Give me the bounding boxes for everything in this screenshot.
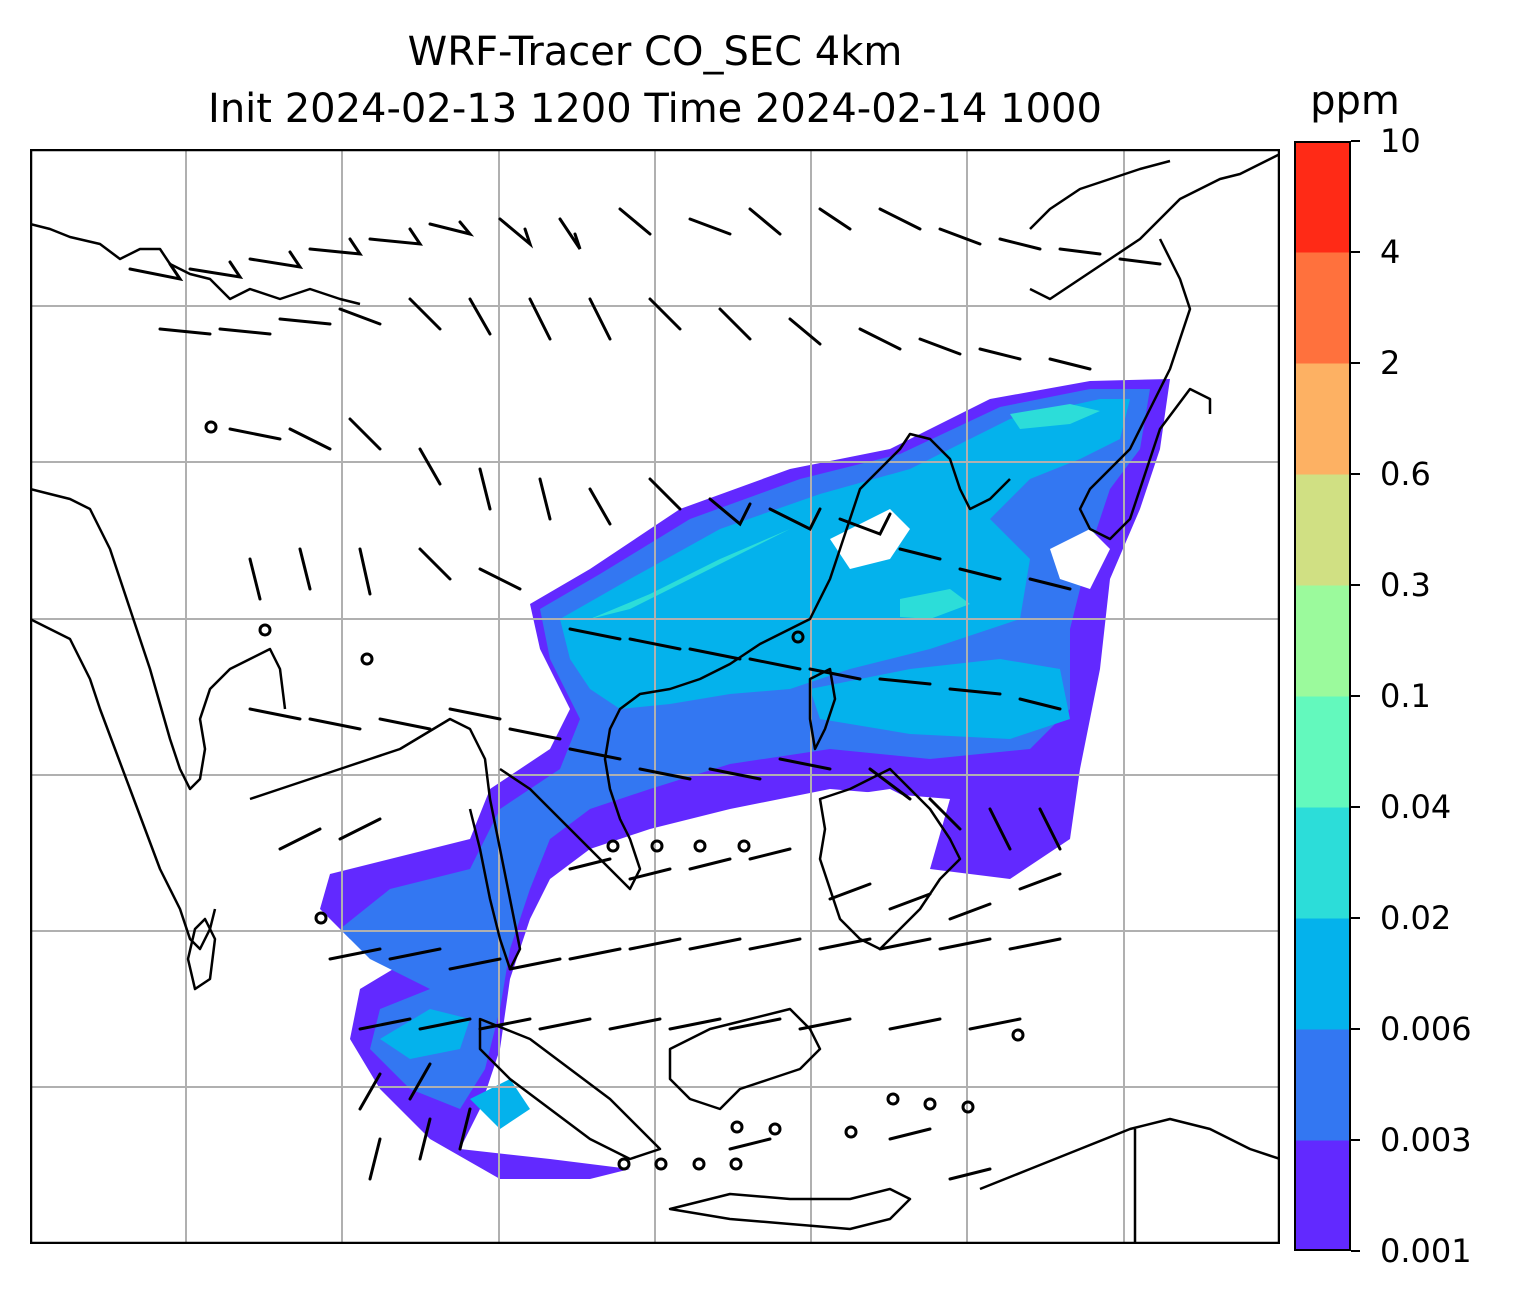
- colorbar-tick: [1351, 251, 1360, 253]
- colorbar-tick: [1351, 1028, 1360, 1030]
- colorbar-tick-label: 0.6: [1380, 455, 1431, 493]
- map-panel: [30, 149, 1280, 1244]
- colorbar-tick: [1351, 140, 1360, 142]
- colorbar-tick: [1351, 806, 1360, 808]
- colorbar-segment: [1294, 1140, 1351, 1251]
- colorbar-segment: [1294, 1029, 1351, 1141]
- colorbar-border: [1294, 141, 1351, 1251]
- colorbar: [1294, 141, 1351, 1251]
- calm-wind-markers: [204, 420, 1025, 1171]
- colorbar-segment: [1294, 252, 1351, 364]
- colorbar-tick-label: 0.3: [1380, 566, 1431, 604]
- colorbar-tick: [1351, 1139, 1360, 1141]
- colorbar-tick-label: 0.003: [1380, 1121, 1472, 1159]
- wind-barbs: [128, 207, 1162, 1181]
- chart-title-line1: WRF-Tracer CO_SEC 4km: [407, 29, 903, 75]
- colorbar-tick: [1351, 584, 1360, 586]
- colorbar-segment: [1294, 141, 1351, 253]
- colorbar-tick: [1351, 1250, 1360, 1252]
- colorbar-tick-label: 10: [1380, 122, 1421, 160]
- colorbar-tick: [1351, 695, 1360, 697]
- colorbar-segment: [1294, 696, 1351, 808]
- coastlines: [30, 152, 1280, 1244]
- colorbar-tick-label: 0.04: [1380, 788, 1452, 826]
- co-tracer-plume: [320, 379, 1170, 1179]
- colorbar-segment: [1294, 585, 1351, 697]
- colorbar-tick: [1351, 362, 1360, 364]
- colorbar-segment: [1294, 807, 1351, 919]
- colorbar-tick-label: 0.001: [1380, 1232, 1472, 1270]
- colorbar-tick-label: 2: [1380, 344, 1401, 382]
- colorbar-tick: [1351, 473, 1360, 475]
- colorbar-tick-label: 0.006: [1380, 1010, 1472, 1048]
- colorbar-units: ppm: [1310, 78, 1400, 124]
- colorbar-segment: [1294, 363, 1351, 475]
- colorbar-tick-label: 0.02: [1380, 899, 1452, 937]
- colorbar-tick-label: 4: [1380, 233, 1401, 271]
- colorbar-tick: [1351, 917, 1360, 919]
- colorbar-tick-label: 0.1: [1380, 677, 1431, 715]
- colorbar-segment: [1294, 474, 1351, 586]
- colorbar-segment: [1294, 918, 1351, 1030]
- map-border: [30, 149, 1280, 1244]
- chart-title-line2: Init 2024-02-13 1200 Time 2024-02-14 100…: [208, 86, 1102, 132]
